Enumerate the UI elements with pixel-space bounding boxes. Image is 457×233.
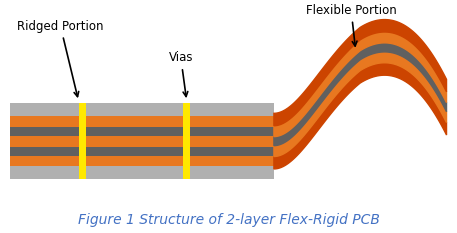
- Bar: [11, 127, 274, 136]
- Polygon shape: [274, 63, 446, 169]
- Bar: [11, 156, 274, 166]
- Bar: [11, 166, 274, 179]
- Bar: [11, 103, 274, 116]
- Bar: [11, 116, 274, 127]
- Text: Figure 1 Structure of 2-layer Flex-Rigid PCB: Figure 1 Structure of 2-layer Flex-Rigid…: [78, 213, 379, 227]
- Bar: [183, 103, 191, 179]
- Polygon shape: [274, 32, 446, 137]
- Text: Vias: Vias: [169, 51, 193, 96]
- Bar: [79, 103, 86, 179]
- Text: Ridged Portion: Ridged Portion: [17, 20, 104, 97]
- Text: Flexible Portion: Flexible Portion: [306, 4, 397, 46]
- Polygon shape: [274, 43, 446, 146]
- Polygon shape: [274, 20, 446, 126]
- Polygon shape: [274, 52, 446, 157]
- Bar: [11, 147, 274, 156]
- Bar: [11, 136, 274, 147]
